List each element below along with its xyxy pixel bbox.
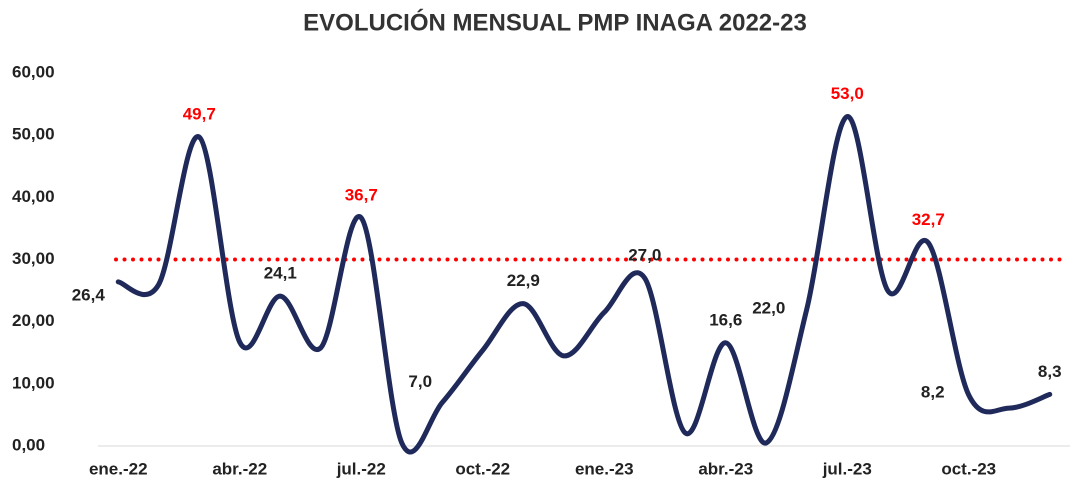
x-tick-label: jul.-22 <box>336 459 386 478</box>
data-label: 8,2 <box>921 383 945 402</box>
x-tick-label: oct.-22 <box>455 459 510 478</box>
y-tick-label: 0,00 <box>12 435 45 454</box>
x-tick-label: abr.-23 <box>698 459 753 478</box>
y-tick-label: 60,00 <box>12 62 55 81</box>
x-tick-label: ene.-22 <box>89 459 148 478</box>
x-tick-label: oct.-23 <box>941 459 996 478</box>
data-label: 27,0 <box>628 246 661 265</box>
y-tick-label: 20,00 <box>12 311 55 330</box>
data-label: 49,7 <box>183 105 216 124</box>
data-label: 36,7 <box>345 185 378 204</box>
chart-title: EVOLUCIÓN MENSUAL PMP INAGA 2022-23 <box>303 8 807 36</box>
y-tick-label: 40,00 <box>12 187 55 206</box>
y-tick-label: 10,00 <box>12 373 55 392</box>
x-tick-label: ene.-23 <box>575 459 634 478</box>
data-label: 53,0 <box>831 84 864 103</box>
y-tick-label: 50,00 <box>12 125 55 144</box>
data-label: 7,0 <box>408 372 432 391</box>
data-label: 22,9 <box>507 271 540 290</box>
y-tick-label: 30,00 <box>12 249 55 268</box>
data-line <box>115 114 1053 455</box>
data-label: 16,6 <box>709 310 742 329</box>
data-label: 24,1 <box>264 264 297 283</box>
data-label: 26,4 <box>72 285 106 304</box>
x-tick-label: abr.-22 <box>212 459 267 478</box>
data-label: 8,3 <box>1038 362 1062 381</box>
x-tick-label: jul.-23 <box>822 459 872 478</box>
data-label: 32,7 <box>912 210 945 229</box>
data-label: 22,0 <box>752 299 785 318</box>
